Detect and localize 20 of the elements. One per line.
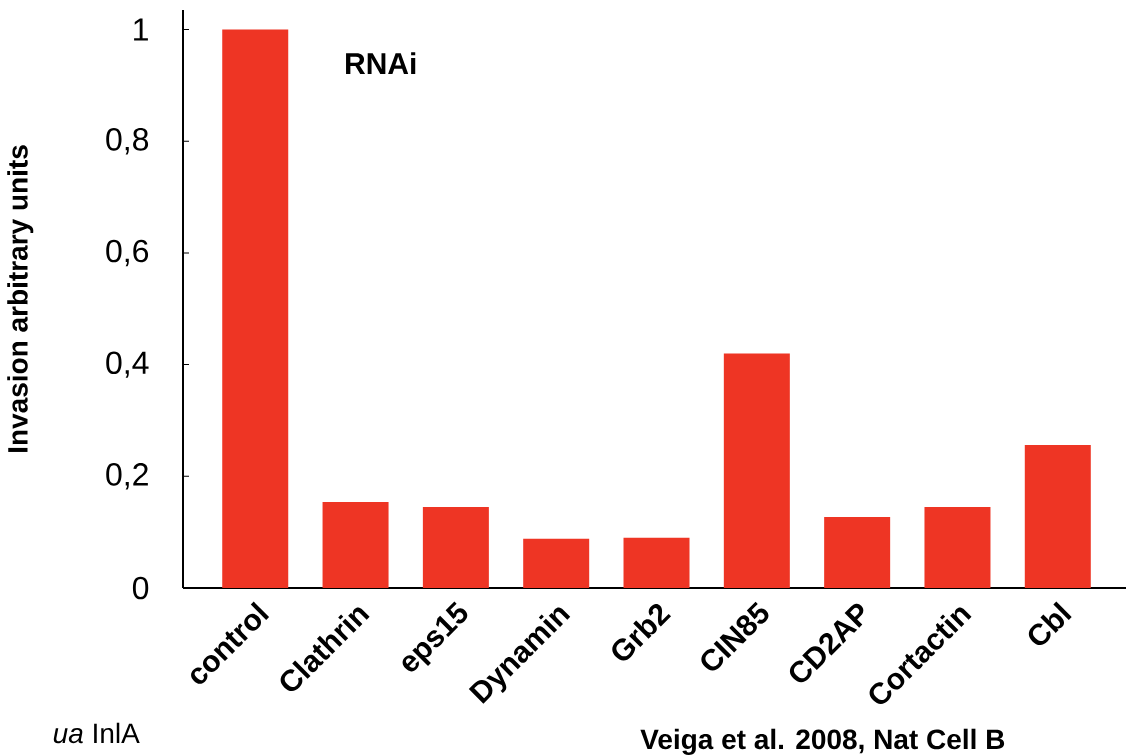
bar — [824, 517, 891, 588]
bar — [222, 29, 289, 588]
y-tick-label: 0,8 — [106, 128, 149, 155]
y-tick-label: 0,4 — [106, 351, 149, 378]
y-tick-label: 0 — [132, 576, 149, 600]
bar — [723, 353, 790, 588]
x-tick-label: Cbl — [1028, 601, 1072, 646]
y-tick-label: 1 — [134, 18, 148, 41]
bar — [623, 537, 690, 588]
bar — [924, 507, 991, 588]
text: Veiga et al. 2008, Nat Cell B — [640, 728, 1005, 755]
text: RNAi — [346, 52, 416, 74]
y-tick-label: 0,6 — [106, 239, 149, 267]
bar — [1024, 445, 1091, 588]
y-tick-label: 0,2 — [106, 463, 148, 490]
bar — [322, 502, 389, 588]
y-axis-title: Invasion arbitrary units — [7, 145, 34, 452]
text: ua InlA — [53, 722, 140, 744]
bar — [523, 538, 590, 588]
bar — [422, 507, 489, 588]
